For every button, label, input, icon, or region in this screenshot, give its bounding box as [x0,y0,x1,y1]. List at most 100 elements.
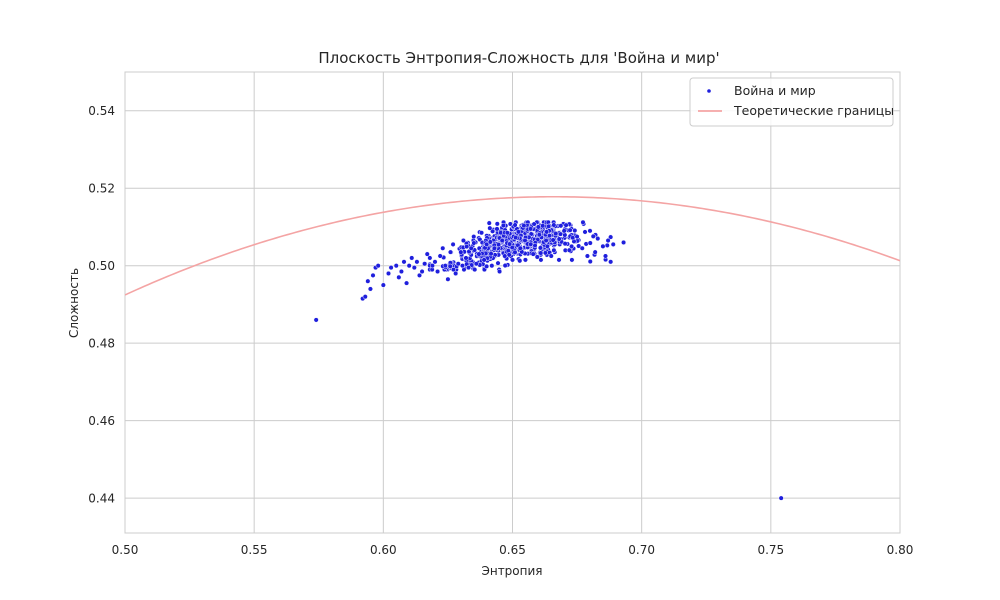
scatter-point [513,235,519,241]
scatter-point [478,230,485,236]
scatter-point [608,234,614,240]
y-tick-label: 0.48 [88,337,115,351]
scatter-point [534,254,540,260]
scatter-point [450,241,456,247]
scatter-point [608,259,614,265]
scatter-point [530,251,536,257]
scatter-point [515,229,522,235]
scatter-point [488,251,494,257]
scatter-point [587,240,593,246]
scatter-point [416,272,423,278]
scatter-point [459,263,466,269]
scatter-point [476,251,482,257]
scatter-point [442,263,448,269]
scatter-point [584,253,590,259]
x-tick-label: 0.55 [241,543,268,557]
plot-frame [124,71,901,534]
scatter-point [458,249,464,255]
scatter-point [447,249,454,255]
scatter-point [401,259,407,265]
scatter-point [496,242,502,248]
scatter-point [427,255,433,261]
scatter-point [473,261,479,267]
scatter-point [556,257,562,263]
scatter-point [367,286,373,292]
legend-frame [689,77,894,127]
scatter-point [487,225,493,231]
scatter-point [512,222,518,228]
y-tick-labels: 0.44 0.46 0.48 0.50 0.52 0.54 [88,104,115,505]
scatter-point [464,244,470,250]
scatter-point [536,232,542,238]
scatter-point [544,243,550,249]
scatter-point [580,219,586,225]
scatter-point [572,227,578,234]
legend: Война и мир Теоретические границы [689,77,894,127]
scatter-point [507,241,513,247]
scatter-point [414,259,420,265]
scatter-point [579,245,585,251]
scatter-point [468,245,474,251]
scatter-point [561,228,567,234]
scatter-point [551,247,557,253]
scatter-point [567,227,573,233]
scatter-point [375,263,381,269]
x-tick-label: 0.70 [628,543,655,557]
legend-marker-scatter [707,89,711,93]
scatter-point [490,228,496,234]
grid-lines [124,72,901,533]
scatter-point [419,268,425,275]
scatter-point [587,228,593,234]
scatter-point [495,260,501,266]
theoretical-curve-layer [125,195,900,296]
scatter-point [481,257,487,263]
scatter-point [484,241,490,247]
y-tick-label: 0.50 [88,259,115,273]
scatter-point [500,222,506,229]
x-tick-label: 0.65 [499,543,526,557]
scatter-point [411,265,417,271]
scatter-point [522,257,528,263]
scatter-point [463,255,469,261]
scatter-point [435,268,441,275]
theoretical-boundary-curve [125,195,900,296]
scatter-point [484,263,490,269]
scatter-point [558,223,564,229]
scatter-point [517,245,523,251]
scatter-point [605,237,611,244]
scatter-point [544,229,550,235]
scatter-point [494,221,500,227]
scatter-point [471,240,477,246]
x-tick-labels: 0.50 0.55 0.60 0.65 0.70 0.75 0.80 [112,543,914,557]
scatter-point [778,495,784,501]
scatter-point [592,249,598,255]
scatter-point [472,267,478,273]
scatter-point [429,263,435,269]
scatter-point [504,230,510,236]
scatter-point [494,226,500,232]
x-axis-label: Энтропия [481,564,542,578]
scatter-point [509,244,515,250]
scatter-point [380,282,386,288]
scatter-point [466,265,472,271]
scatter-point [550,237,556,243]
scatter-point [471,234,477,240]
scatter-point [365,278,371,284]
scatter-point [528,226,534,232]
scatter-point [590,233,596,239]
scatter-point [553,231,559,237]
scatter-point [409,255,415,261]
scatter-point [424,251,430,257]
scatter-point [583,241,589,247]
scatter-point [422,261,428,267]
x-tick-label: 0.60 [370,543,397,557]
scatter-point [551,222,557,228]
chart-title: Плоскость Энтропия-Сложность для 'Война … [318,49,719,67]
x-tick-label: 0.80 [887,543,914,557]
scatter-point [506,252,512,258]
scatter-point [582,229,588,235]
scatter-point [569,243,575,249]
scatter-point [540,223,546,229]
scatter-point [569,257,575,263]
scatter-point [487,239,493,245]
